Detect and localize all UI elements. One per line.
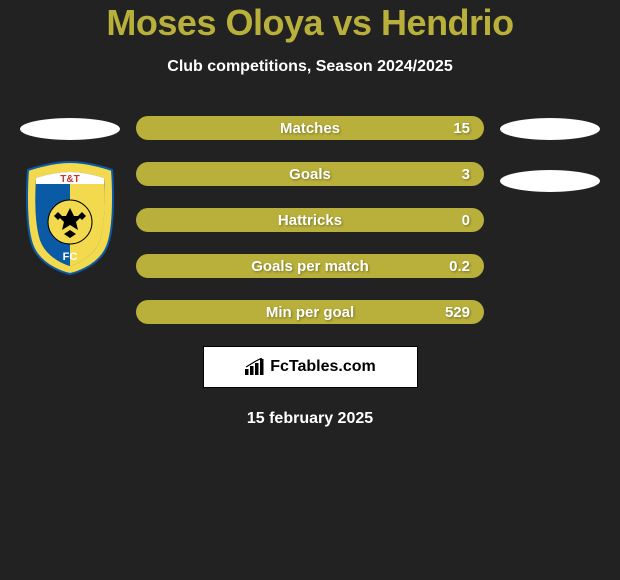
stat-label: Hattricks <box>278 212 342 229</box>
right-column <box>490 116 610 324</box>
date-text: 15 february 2025 <box>0 410 620 428</box>
player-right-ellipse-1 <box>500 118 600 140</box>
stat-bar-goals: Goals 3 <box>136 162 484 186</box>
comparison-row: T&T FC Matches 15 Goals 3 Hattricks 0 <box>0 116 620 324</box>
stat-value: 15 <box>453 120 470 137</box>
svg-text:FC: FC <box>63 251 78 263</box>
stat-value: 529 <box>445 304 470 321</box>
shield-icon: T&T FC <box>20 160 120 276</box>
club-badge-left: T&T FC <box>20 160 120 276</box>
stat-label: Goals <box>289 166 331 183</box>
stat-value: 0.2 <box>449 258 470 275</box>
stat-bar-matches: Matches 15 <box>136 116 484 140</box>
player-right-ellipse-2 <box>500 170 600 192</box>
bar-chart-icon <box>244 358 266 376</box>
page-title: Moses Oloya vs Hendrio <box>0 2 620 44</box>
brand-text: FcTables.com <box>270 358 376 376</box>
stat-label: Matches <box>280 120 340 137</box>
stat-bar-min-per-goal: Min per goal 529 <box>136 300 484 324</box>
left-column: T&T FC <box>10 116 130 324</box>
stat-bar-hattricks: Hattricks 0 <box>136 208 484 232</box>
stat-value: 3 <box>462 166 470 183</box>
brand-box[interactable]: FcTables.com <box>203 346 418 388</box>
stat-label: Min per goal <box>266 304 354 321</box>
svg-text:T&T: T&T <box>60 174 79 185</box>
stat-bar-goals-per-match: Goals per match 0.2 <box>136 254 484 278</box>
stats-list: Matches 15 Goals 3 Hattricks 0 Goals per… <box>130 116 490 324</box>
header: Moses Oloya vs Hendrio Club competitions… <box>0 0 620 76</box>
player-left-ellipse <box>20 118 120 140</box>
stat-label: Goals per match <box>251 258 369 275</box>
stat-value: 0 <box>462 212 470 229</box>
page-subtitle: Club competitions, Season 2024/2025 <box>0 58 620 76</box>
